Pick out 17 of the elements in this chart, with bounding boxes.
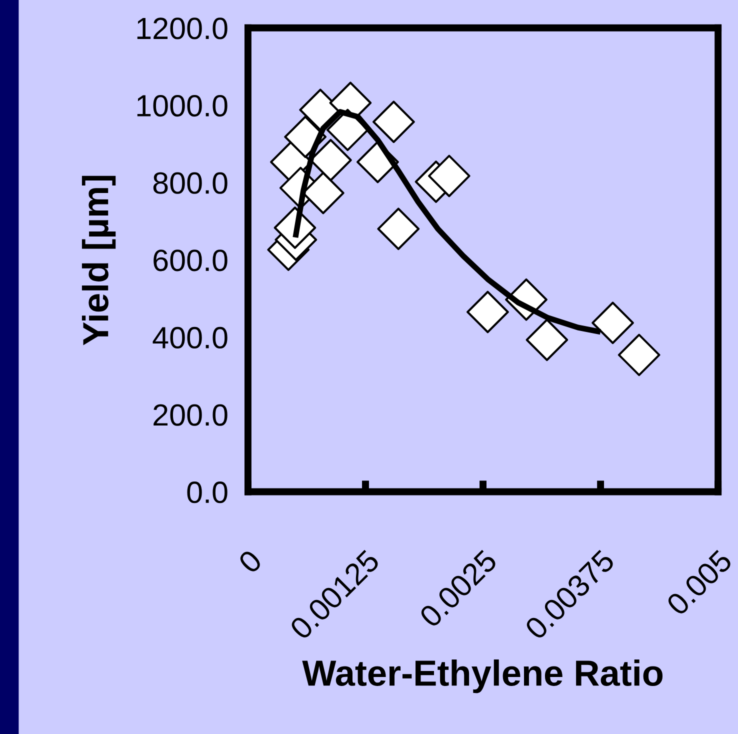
- point: [377, 208, 420, 250]
- y-tick-label: 1000.0: [137, 94, 228, 117]
- y-axis-title: Yield [µm]: [82, 176, 116, 346]
- point: [428, 154, 470, 198]
- point: [526, 318, 568, 362]
- y-tick-label: 1200.0: [137, 18, 228, 40]
- y-tick-label: 600.0: [154, 250, 228, 272]
- point: [372, 100, 415, 143]
- x-tick-label: 0: [237, 548, 263, 574]
- y-tick-label: 800.0: [153, 172, 228, 194]
- x-axis-title: Water-Ethylene Ratio: [302, 659, 663, 694]
- point: [618, 334, 660, 376]
- point: [592, 302, 634, 344]
- y-tick-label: 0.0: [187, 482, 228, 504]
- y-tick-label: 200.0: [154, 404, 228, 426]
- point: [466, 290, 509, 334]
- y-tick-label: 400.0: [152, 326, 228, 349]
